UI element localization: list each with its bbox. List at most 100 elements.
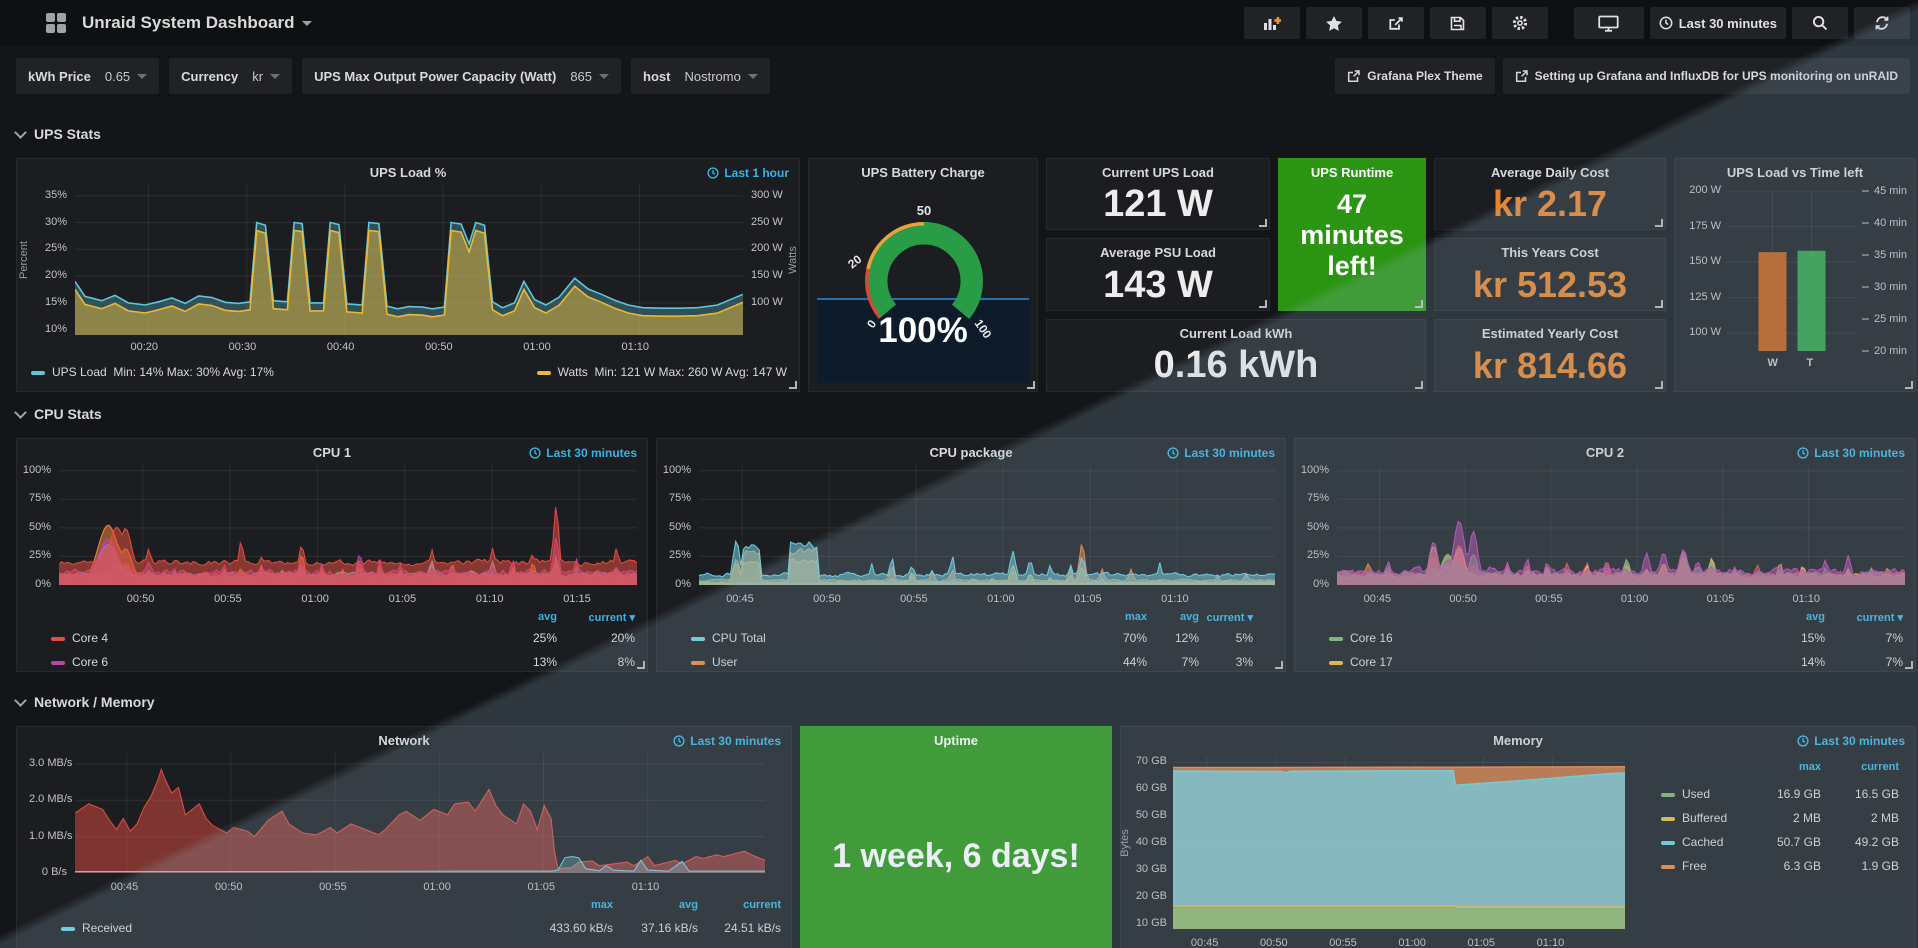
legend-value: 12% — [1174, 631, 1199, 645]
panel-title[interactable]: Network — [378, 733, 430, 748]
y-axis-tick: 0% — [675, 578, 691, 590]
battery-gauge[interactable]: 0 20 50 100 — [824, 189, 1024, 359]
time-range-badge[interactable]: Last 30 minutes — [1797, 734, 1905, 748]
panel-title[interactable]: Memory — [1493, 733, 1543, 748]
stat-value: 1 week, 6 days! — [832, 837, 1080, 875]
legend-series-name[interactable]: UPS Load — [52, 365, 107, 379]
gauge-tick-label: 50 — [917, 203, 931, 218]
cpu-package-chart[interactable] — [698, 465, 1276, 586]
add-panel-icon — [1263, 16, 1281, 30]
memory-chart[interactable] — [1172, 757, 1626, 929]
y-axis-tick: 30% — [44, 215, 67, 228]
section-cpu-stats[interactable]: CPU Stats — [14, 405, 102, 422]
legend-series-name[interactable]: Core 17 — [1350, 655, 1393, 669]
panel-title[interactable]: Current Load kWh — [1179, 326, 1293, 341]
link-grafana-influxdb-guide[interactable]: Setting up Grafana and InfluxDB for UPS … — [1502, 58, 1910, 94]
legend-column-current[interactable]: current — [1861, 761, 1899, 773]
time-range-badge[interactable]: Last 30 minutes — [1797, 446, 1905, 460]
star-button[interactable] — [1305, 7, 1362, 39]
legend-series-name[interactable]: Core 6 — [72, 655, 109, 669]
legend-series-name[interactable]: Core 4 — [72, 631, 109, 645]
legend-series-name[interactable]: Sent — [82, 946, 107, 948]
legend-series-name[interactable]: Cached — [1682, 835, 1724, 849]
legend-series-name[interactable]: Buffered — [1682, 811, 1728, 825]
panel-title[interactable]: Estimated Yearly Cost — [1481, 326, 1619, 341]
panel-title[interactable]: Uptime — [933, 733, 979, 748]
legend-series-name[interactable]: Watts — [557, 365, 588, 379]
variable-value[interactable]: 0.65 — [104, 68, 131, 84]
panel-title[interactable]: UPS Battery Charge — [861, 165, 985, 180]
legend-column-current[interactable]: current — [743, 899, 781, 911]
legend-column-avg[interactable]: avg — [1180, 611, 1199, 623]
legend-column-current[interactable]: current ▾ — [1206, 612, 1253, 624]
panel-title[interactable]: Average PSU Load — [1100, 245, 1216, 260]
variable-label: UPS Max Output Power Capacity (Watt) — [314, 68, 557, 84]
chevron-down-icon — [270, 73, 281, 79]
share-button[interactable] — [1367, 7, 1424, 39]
cpu2-chart[interactable] — [1336, 465, 1906, 586]
y-axis-tick: 25% — [1306, 549, 1329, 562]
cycle-view-button[interactable] — [1573, 7, 1644, 39]
panel-title[interactable]: Average Daily Cost — [1490, 165, 1609, 180]
time-range-picker[interactable]: Last 30 minutes — [1649, 7, 1786, 39]
x-axis-tick: 00:50 — [214, 881, 243, 893]
panel-title[interactable]: CPU package — [929, 445, 1013, 460]
stat-value: kr 814.66 — [1472, 345, 1628, 386]
section-ups-stats[interactable]: UPS Stats — [14, 125, 101, 142]
ups-bars-chart[interactable] — [1727, 190, 1857, 351]
zoom-out-button[interactable] — [1792, 7, 1848, 39]
legend-column-avg[interactable]: avg — [1806, 611, 1825, 623]
link-grafana-plex-theme[interactable]: Grafana Plex Theme — [1335, 58, 1495, 94]
panel-ups-load-vs-time-left: UPS Load vs Time left 200 W 175 W 150 W 125… — [1674, 158, 1916, 392]
refresh-button[interactable] — [1854, 7, 1910, 39]
panel-title[interactable]: This Years Cost — [1501, 245, 1599, 260]
legend-series-name[interactable]: Used — [1682, 787, 1711, 801]
variable-value[interactable]: 865 — [570, 68, 593, 84]
variable-currency[interactable]: Currency kr — [169, 58, 293, 94]
legend-column-max[interactable]: max — [1798, 761, 1821, 773]
variable-value[interactable]: kr — [252, 68, 264, 84]
variable-ups-max-output[interactable]: UPS Max Output Power Capacity (Watt) 865 — [302, 58, 622, 94]
ups-load-chart[interactable] — [74, 185, 744, 335]
time-range-badge[interactable]: Last 30 minutes — [529, 446, 637, 460]
legend-column-avg[interactable]: avg — [538, 611, 557, 623]
section-network-memory[interactable]: Network / Memory — [14, 693, 155, 710]
legend-series-name[interactable]: CPU Total — [712, 631, 766, 645]
legend-value: 1.12 MB/s — [588, 946, 698, 948]
legend-series-name[interactable]: Free — [1682, 859, 1707, 873]
legend-column-current[interactable]: current ▾ — [588, 612, 635, 624]
panel-title[interactable]: UPS Load % — [369, 165, 447, 180]
settings-button[interactable] — [1491, 7, 1548, 39]
legend-series-name[interactable]: Core 16 — [1350, 631, 1393, 645]
time-range-badge[interactable]: Last 1 hour — [707, 166, 789, 180]
panel-title[interactable]: Current UPS Load — [1102, 165, 1214, 180]
legend-column-max[interactable]: max — [590, 899, 613, 911]
dashboard-title-text: Unraid System Dashboard — [82, 13, 295, 32]
legend-series-stats: Min: 14% Max: 30% Avg: 17% — [113, 365, 274, 379]
add-panel-button[interactable] — [1243, 7, 1300, 39]
dashboard-title[interactable]: Unraid System Dashboard — [82, 13, 312, 33]
legend-column-max[interactable]: max — [1124, 611, 1147, 623]
grafana-logo-icon[interactable] — [46, 13, 66, 33]
legend-row: CPU Total — [691, 631, 766, 645]
x-axis-tick: 00:55 — [319, 881, 347, 893]
legend-series-name[interactable]: Received — [82, 921, 133, 935]
time-range-badge[interactable]: Last 30 minutes — [673, 734, 781, 748]
y2-axis-tick: 250 W — [751, 215, 783, 228]
panel-title[interactable]: CPU 1 — [312, 445, 352, 460]
legend-column-avg[interactable]: avg — [679, 899, 698, 911]
panel-title[interactable]: CPU 2 — [1585, 445, 1625, 460]
y2-axis-tick: 45 min — [1853, 185, 1907, 197]
variable-host[interactable]: host Nostromo — [631, 58, 770, 94]
variable-value[interactable]: Nostromo — [684, 68, 741, 84]
legend-series-name[interactable]: User — [712, 655, 738, 669]
panel-title[interactable]: UPS Load vs Time left — [1726, 165, 1864, 180]
network-chart[interactable] — [74, 753, 766, 874]
legend-column-current[interactable]: current ▾ — [1856, 612, 1903, 624]
save-button[interactable] — [1429, 7, 1486, 39]
time-range-badge[interactable]: Last 30 minutes — [1167, 446, 1275, 460]
panel-title[interactable]: UPS Runtime — [1310, 165, 1394, 180]
variable-kwh-price[interactable]: kWh Price 0.65 — [16, 58, 160, 94]
cpu1-chart[interactable] — [58, 465, 638, 586]
y2-axis-tick: 20 min — [1853, 345, 1907, 357]
